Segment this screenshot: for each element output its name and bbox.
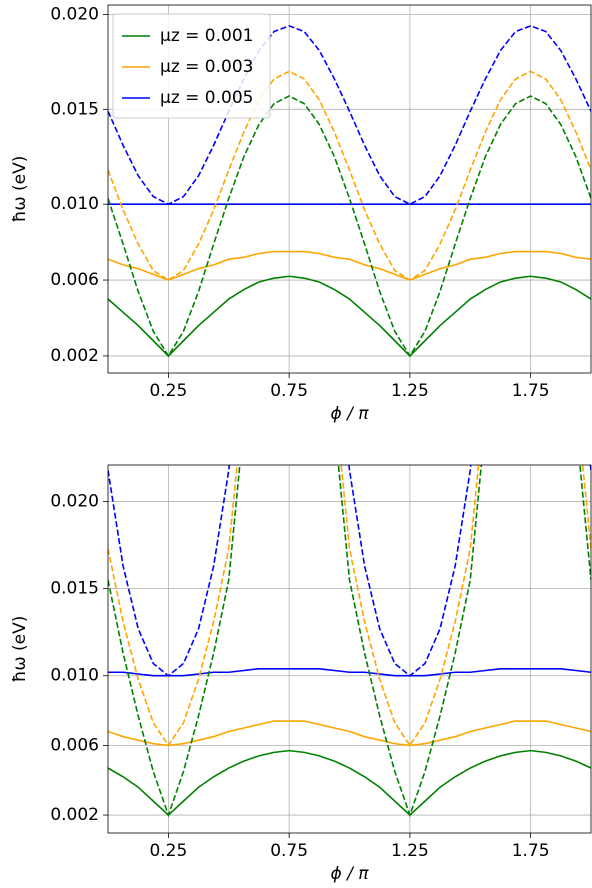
y-tick-label: 0.010	[50, 194, 99, 214]
x-tick-label: 0.25	[149, 381, 187, 401]
solid-line	[108, 667, 591, 677]
x-axis-label: ϕ / π	[331, 404, 370, 424]
y-tick-label: 0.020	[50, 4, 99, 24]
y-tick-label: 0.015	[50, 579, 99, 599]
y-tick-label: 0.015	[50, 99, 99, 119]
solid-line	[108, 275, 591, 358]
x-tick-label: 1.25	[391, 381, 429, 401]
x-tick-label: 1.25	[391, 841, 429, 861]
x-tick-label: 1.75	[512, 381, 550, 401]
y-axis-label: ħω (eV)	[10, 156, 30, 223]
y-axis-label: ħω (eV)	[10, 616, 30, 683]
solid-line	[108, 250, 591, 281]
dashed-line	[108, 95, 591, 358]
y-tick-label: 0.006	[50, 270, 99, 290]
legend-label: μz = 0.001	[160, 26, 253, 46]
solid-line	[108, 749, 591, 817]
y-tick-label: 0.002	[50, 346, 99, 366]
x-tick-label: 0.75	[270, 841, 308, 861]
x-tick-label: 1.75	[512, 841, 550, 861]
axes-frame	[107, 464, 592, 834]
solid-line	[108, 720, 591, 747]
legend-label: μz = 0.005	[160, 88, 253, 108]
plot-lines	[108, 465, 591, 818]
legend-label: μz = 0.003	[160, 57, 253, 77]
x-axis-label: ϕ / π	[331, 864, 370, 884]
x-tick-label: 0.75	[270, 381, 308, 401]
dashed-line	[108, 25, 591, 206]
dashed-line	[108, 465, 591, 677]
y-tick-label: 0.006	[50, 735, 99, 755]
dashed-line	[108, 465, 591, 818]
dashed-line	[108, 70, 591, 281]
plot-lines	[108, 25, 591, 358]
axes-frame	[107, 4, 592, 374]
y-tick-label: 0.002	[50, 805, 99, 825]
y-tick-label: 0.010	[50, 666, 99, 686]
x-tick-label: 0.25	[149, 841, 187, 861]
dashed-line	[108, 465, 591, 747]
y-tick-label: 0.020	[50, 492, 99, 512]
legend-box	[112, 13, 271, 119]
